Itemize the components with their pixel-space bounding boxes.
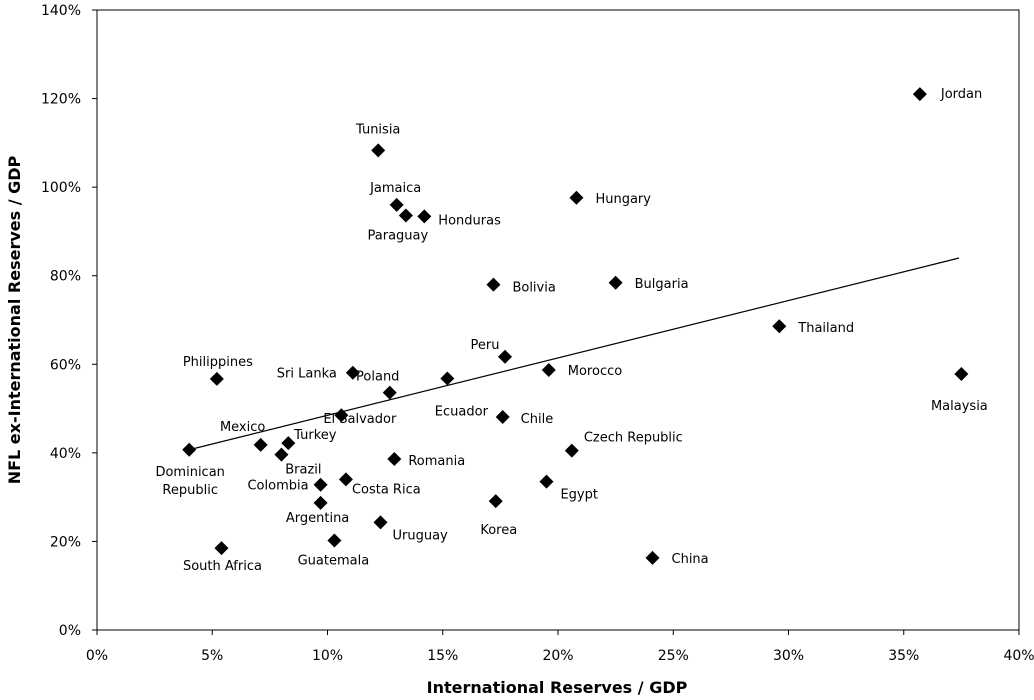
data-point (281, 436, 296, 451)
data-point-label: Jamaica (369, 181, 421, 196)
y-tick-label: 80% (50, 269, 81, 285)
data-point-label: Mexico (220, 420, 265, 435)
data-point-label: Malaysia (931, 399, 988, 414)
x-tick-label: 35% (888, 648, 919, 664)
data-point (373, 515, 388, 530)
data-point-label: China (672, 552, 709, 567)
data-point-label-line: Dominican (155, 465, 224, 480)
data-point-label: Morocco (568, 364, 622, 379)
data-point-label: Brazil (285, 463, 321, 478)
data-point (912, 87, 927, 102)
data-point-label: Sri Lanka (277, 367, 337, 382)
data-point-label: Ecuador (435, 404, 489, 419)
data-point (313, 477, 328, 492)
data-point-label: Bulgaria (635, 277, 689, 292)
data-point (645, 550, 660, 565)
data-point (327, 533, 342, 548)
data-point-label: Guatemala (298, 554, 370, 569)
data-point-label: Turkey (293, 428, 337, 443)
x-axis-title: International Reserves / GDP (427, 678, 688, 697)
data-point (345, 365, 360, 380)
data-point (398, 208, 413, 223)
data-point-label: El Salvador (323, 412, 397, 427)
data-point (486, 277, 501, 292)
data-point-label: Dominican Republic (155, 465, 224, 498)
x-tick-label: 5% (201, 648, 223, 664)
data-point (182, 442, 197, 457)
data-point (497, 349, 512, 364)
data-point (539, 474, 554, 489)
y-tick-label: 0% (59, 623, 81, 639)
data-point (371, 143, 386, 158)
data-point-label: Thailand (797, 321, 854, 336)
data-point (417, 209, 432, 224)
plot-frame (96, 9, 1020, 631)
x-tick-label: 30% (773, 648, 804, 664)
data-point (495, 409, 510, 424)
data-point-label: Czech Republic (584, 431, 683, 446)
y-tick-label: 20% (50, 534, 81, 550)
data-point-label: Korea (480, 523, 517, 538)
data-point-label: Peru (471, 338, 500, 353)
data-point (334, 408, 349, 423)
y-tick-label: 40% (50, 446, 81, 462)
data-point (274, 447, 289, 462)
data-point (564, 443, 579, 458)
trendline (189, 257, 960, 451)
data-point-label: Honduras (438, 213, 501, 228)
data-point (569, 190, 584, 205)
data-point-label: Costa Rica (352, 482, 421, 497)
x-tick-label: 10% (312, 648, 343, 664)
x-tick-label: 0% (86, 648, 108, 664)
data-point-label: Tunisia (355, 122, 400, 137)
y-tick-label: 100% (41, 180, 81, 196)
x-tick-label: 15% (427, 648, 458, 664)
data-point (954, 367, 969, 382)
x-tick-label: 25% (658, 648, 689, 664)
data-point (389, 197, 404, 212)
plot-area: 0% 5% 10% 15% 20% 25% 30% 35% 40% 0% 20% 40% 60% 80% 1… (41, 3, 1034, 664)
data-point-label: South Africa (183, 559, 262, 574)
data-point-label: Uruguay (393, 528, 449, 543)
data-point (387, 452, 402, 467)
data-point-label: Paraguay (368, 228, 429, 243)
y-tick-label: 140% (41, 3, 81, 19)
data-point (253, 437, 268, 452)
x-tick-label: 20% (542, 648, 573, 664)
y-tick-label: 120% (41, 92, 81, 108)
data-point-label-line: Republic (162, 483, 218, 498)
y-axis-title: NFL ex-International Reserves / GDP (5, 155, 24, 484)
data-point (313, 495, 328, 510)
data-point-label: Philippines (183, 355, 253, 370)
data-point (440, 371, 455, 386)
data-point (338, 472, 353, 487)
data-point (488, 494, 503, 509)
data-point-label: Romania (408, 454, 465, 469)
data-point (209, 371, 224, 386)
data-point (541, 363, 556, 378)
x-tick-label: 40% (1003, 648, 1034, 664)
data-point (608, 275, 623, 290)
data-point (772, 319, 787, 334)
data-point-label: Bolivia (512, 281, 555, 296)
y-tick-label: 60% (50, 357, 81, 373)
data-point-label: Egypt (560, 488, 598, 503)
data-point (382, 385, 397, 400)
data-point-label: Argentina (286, 511, 349, 526)
data-point-label: Colombia (247, 479, 308, 494)
data-point (214, 541, 229, 556)
data-point-label: Chile (521, 412, 554, 427)
data-point-label: Jordan (940, 87, 982, 102)
data-point-label: Hungary (595, 192, 651, 207)
data-point-label: Poland (356, 370, 399, 385)
